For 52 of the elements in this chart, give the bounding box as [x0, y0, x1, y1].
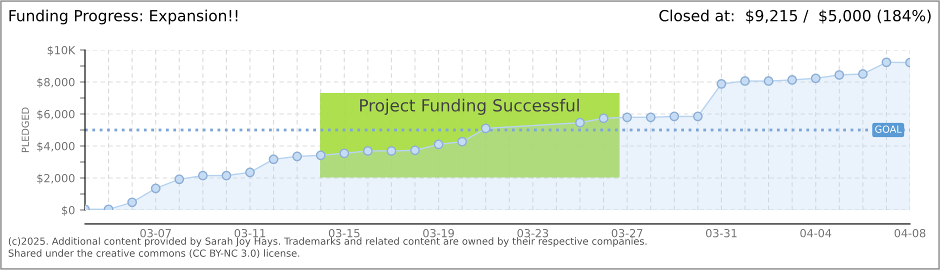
point	[764, 76, 774, 86]
chart-title: Funding Progress: Expansion!!	[10, 10, 238, 24]
x-tick-label: 03-31	[706, 228, 737, 238]
point	[316, 150, 326, 160]
point	[646, 112, 656, 122]
y-tick-label: $4,000	[37, 142, 75, 152]
point	[339, 148, 350, 158]
annotation: Project Funding Successful	[360, 98, 579, 115]
y-tick-label: $8,000	[37, 78, 75, 88]
point	[669, 112, 680, 122]
point	[858, 69, 868, 79]
text: (c)2025. Additional content provided by Sarah Joy Hays. Trademarks and related content are owned by their respective companies.	[8, 237, 646, 247]
point	[434, 140, 444, 150]
point	[598, 113, 608, 124]
point	[834, 70, 844, 80]
y-axis-title: PLEDGED	[22, 108, 29, 152]
ref-line-label: GOAL	[875, 125, 902, 133]
x-tick-label: 03-23	[517, 228, 548, 238]
point	[268, 154, 278, 164]
point	[575, 118, 585, 128]
point	[740, 76, 750, 86]
point	[362, 146, 373, 156]
x-tick-label: 03-27	[612, 228, 642, 238]
point	[245, 168, 255, 178]
x-tick-label: 03-19	[423, 228, 454, 238]
y-tick-label: $10K	[48, 46, 76, 56]
point	[622, 112, 632, 122]
point	[692, 112, 703, 122]
point	[150, 184, 161, 194]
point	[457, 136, 468, 147]
point	[292, 152, 302, 162]
x-tick-label: 03-15	[328, 228, 360, 238]
text: Shared under the creative commons (CC BY-NC 3.0) license.	[8, 249, 300, 258]
y-tick-label: $2,000	[37, 174, 75, 184]
point	[810, 73, 821, 84]
point	[222, 170, 232, 180]
point	[386, 146, 396, 156]
point	[174, 174, 184, 184]
point	[716, 79, 726, 89]
point	[410, 145, 420, 156]
x-tick-label: 03-11	[234, 228, 266, 238]
point	[127, 197, 138, 208]
chart-subtitle: Closed at: $9,215 / $5,000 (184%)	[659, 10, 931, 24]
x-tick-label: 03-07	[140, 228, 171, 238]
point	[787, 75, 798, 85]
point	[882, 57, 892, 68]
x-tick-label: 04-04	[800, 228, 832, 238]
y-tick-label: $0	[62, 206, 75, 216]
point	[480, 124, 491, 134]
x-tick-label: 04-08	[894, 228, 926, 238]
y-tick-label: $6,000	[37, 110, 75, 120]
point	[198, 170, 208, 180]
